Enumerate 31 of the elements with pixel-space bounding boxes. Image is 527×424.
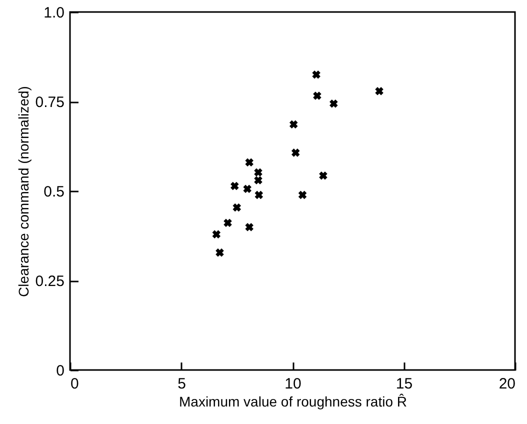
y-tick-label: 0.75 [35, 94, 64, 111]
point [254, 176, 262, 184]
point [212, 230, 221, 238]
point [319, 171, 328, 180]
point [312, 70, 320, 79]
point [216, 248, 224, 257]
x-tick-label: 0 [70, 376, 79, 392]
point [245, 158, 254, 166]
point [375, 86, 384, 96]
point [298, 190, 307, 200]
point [245, 223, 254, 232]
x-tick-label: 20 [498, 376, 516, 392]
point [254, 168, 262, 177]
point [232, 203, 242, 212]
point [224, 218, 232, 228]
x-axis-title: Maximum value of roughness ratio R̂ [179, 393, 407, 410]
y-tick-label: 1.0 [44, 4, 64, 22]
y-axis-title: Clearance command (normalized) [15, 86, 32, 297]
point [291, 148, 300, 157]
x-tick-label: 15 [396, 376, 413, 392]
point [243, 184, 252, 193]
y-tick-label: 0.25 [35, 273, 64, 290]
point [254, 190, 264, 200]
x-tick-label: 10 [284, 376, 302, 392]
point [289, 120, 298, 129]
x-tick-label: 5 [178, 376, 186, 392]
y-tick-label: 0.5 [44, 184, 64, 200]
point [330, 100, 338, 108]
y-tick-label: 0 [56, 362, 64, 380]
point [313, 92, 322, 100]
point [230, 182, 239, 190]
